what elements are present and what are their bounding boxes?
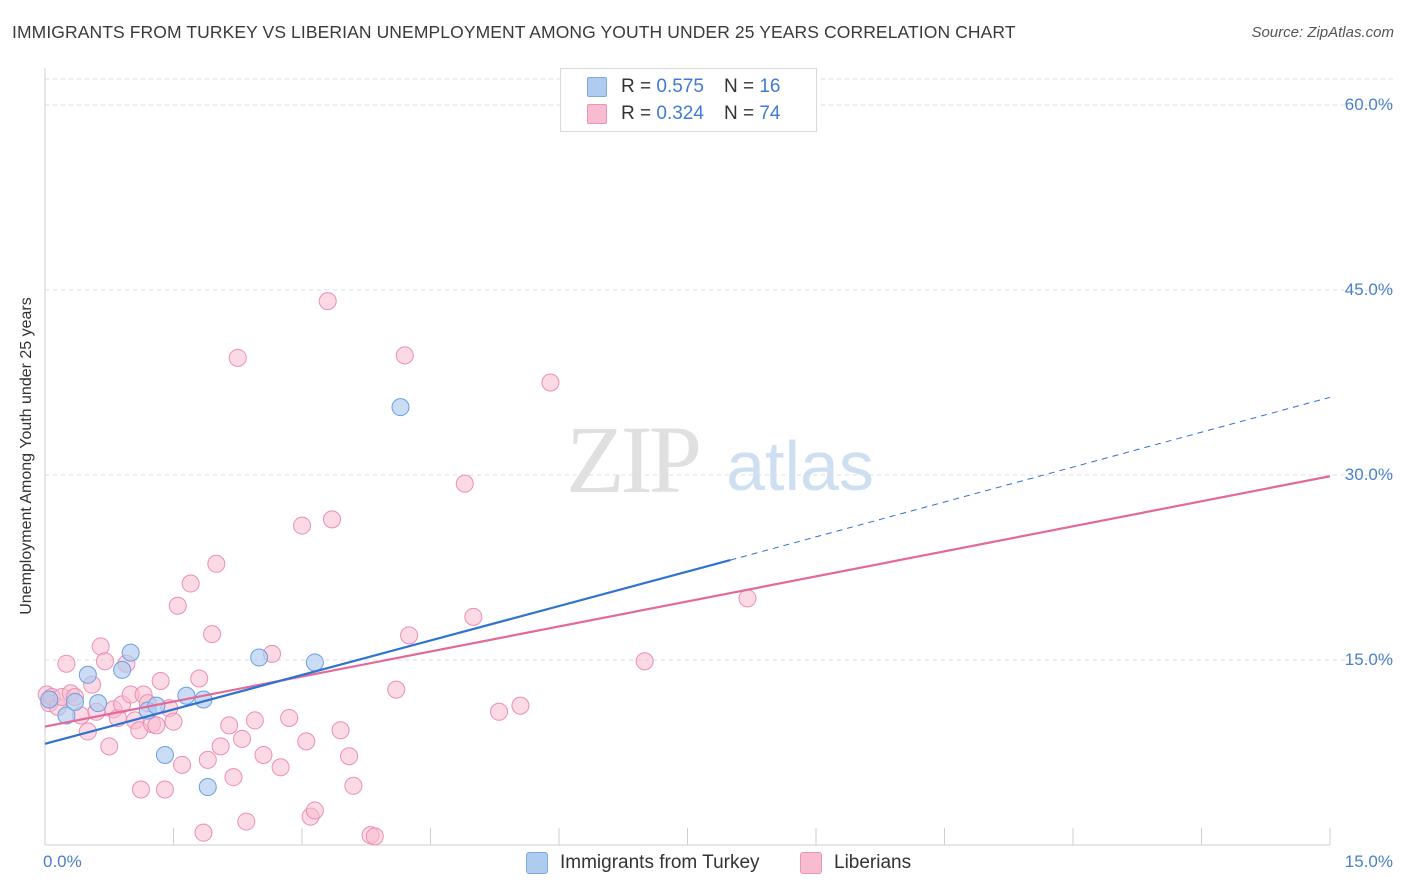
legend-n-label: N = — [723, 103, 755, 124]
turkey-point — [198, 778, 217, 797]
liberians-point — [164, 712, 183, 731]
legend-n-label: N = — [723, 76, 755, 97]
watermark-zip: ZIP — [566, 406, 699, 513]
liberians-point — [387, 680, 406, 699]
liberians-point — [57, 654, 76, 673]
liberians-point — [181, 574, 200, 593]
bottom-legend-swatch-liberians — [800, 852, 822, 874]
turkey-point — [78, 665, 97, 684]
turkey-point — [121, 643, 140, 662]
liberians-point — [228, 348, 247, 367]
source-credit: Source: ZipAtlas.com — [1251, 24, 1394, 41]
chart-title: IMMIGRANTS FROM TURKEY VS LIBERIAN UNEMP… — [12, 22, 1016, 42]
watermark: ZIP atlas — [566, 406, 874, 513]
liberians-point — [490, 702, 509, 721]
liberians-point — [455, 474, 474, 493]
bottom-legend-swatch-turkey — [526, 852, 548, 874]
liberians-point — [297, 732, 316, 751]
liberians-point — [541, 373, 560, 392]
liberians-point — [100, 737, 119, 756]
turkey-point — [391, 398, 410, 417]
legend-r-value: 0.575 — [656, 76, 704, 97]
legend-n-value: 74 — [759, 103, 781, 124]
liberians-point — [211, 737, 230, 756]
liberians-point — [91, 637, 110, 656]
turkey-point — [250, 648, 269, 667]
bottom-legend-label-liberians: Liberians — [834, 852, 912, 873]
liberians-point — [168, 596, 187, 615]
legend-row-turkey: R = 0.575 N = 16 — [587, 75, 780, 99]
liberians-point — [245, 711, 264, 730]
liberians-point — [220, 716, 239, 735]
liberians-point — [280, 708, 299, 727]
liberians-point — [271, 758, 290, 777]
liberians-point — [293, 516, 311, 535]
liberians-point — [464, 607, 483, 626]
watermark-atlas: atlas — [726, 427, 874, 505]
liberians-point — [207, 554, 226, 573]
liberians-point — [511, 696, 530, 715]
legend-r-label: R = — [621, 103, 652, 124]
bottom-legend-turkey: Immigrants from Turkey — [526, 852, 760, 874]
liberians-point — [147, 716, 166, 735]
liberians-point — [400, 626, 419, 645]
liberians-point — [194, 823, 213, 842]
liberians-point — [395, 346, 414, 365]
y-tick-label: 15.0% — [1344, 650, 1393, 669]
liberians-point — [322, 510, 341, 529]
liberians-point — [331, 721, 350, 740]
liberians-point — [131, 780, 150, 799]
liberians-trend-line — [44, 475, 1331, 728]
liberians-point — [233, 729, 252, 748]
turkey-point — [40, 690, 59, 709]
turkey-point — [177, 686, 196, 705]
turkey-point — [57, 706, 76, 725]
liberians-point — [203, 625, 222, 644]
turkey-trend-line — [44, 559, 731, 745]
x-tick-label: 15.0% — [1344, 852, 1393, 871]
liberians-point — [173, 755, 192, 774]
legend-n-value: 16 — [759, 76, 781, 97]
trend-lines — [44, 396, 1331, 745]
liberians-point — [151, 671, 170, 690]
liberians-point — [340, 747, 359, 766]
liberians-point — [237, 812, 256, 831]
liberians-point — [635, 652, 654, 671]
liberians-point — [738, 589, 757, 608]
y-tick-label: 30.0% — [1344, 465, 1393, 484]
legend-r-value: 0.324 — [656, 103, 704, 124]
bottom-legend-label-turkey: Immigrants from Turkey — [560, 852, 760, 873]
series-liberians-points — [37, 292, 757, 846]
turkey-point — [113, 660, 132, 679]
liberians-point — [254, 745, 273, 764]
x-tick-label: 0.0% — [43, 852, 82, 871]
liberians-point — [318, 292, 337, 311]
legend-swatch-liberians — [587, 104, 607, 124]
grid-lines — [45, 78, 1393, 661]
turkey-point — [155, 745, 174, 764]
series-turkey-points — [40, 398, 410, 797]
liberians-point — [224, 768, 243, 787]
liberians-point — [305, 801, 324, 820]
y-tick-label: 60.0% — [1344, 95, 1393, 114]
turkey-trend-extension — [730, 396, 1331, 561]
legend-swatch-turkey — [587, 77, 607, 97]
liberians-point — [190, 669, 209, 688]
turkey-point — [305, 653, 324, 672]
bottom-legend-liberians: Liberians — [800, 852, 911, 874]
liberians-point — [344, 776, 363, 795]
y-tick-label: 45.0% — [1344, 280, 1393, 299]
x-axis-ticks — [44, 828, 1331, 845]
liberians-point — [95, 652, 114, 671]
turkey-point — [65, 692, 84, 711]
liberians-point — [155, 780, 174, 799]
legend-row-liberians: R = 0.324 N = 74 — [587, 102, 780, 126]
legend: R = 0.575 N = 16 R = 0.324 N = 74 — [560, 68, 817, 132]
liberians-point — [365, 827, 384, 846]
liberians-point — [198, 750, 217, 769]
legend-r-label: R = — [621, 76, 652, 97]
turkey-point — [89, 694, 108, 713]
